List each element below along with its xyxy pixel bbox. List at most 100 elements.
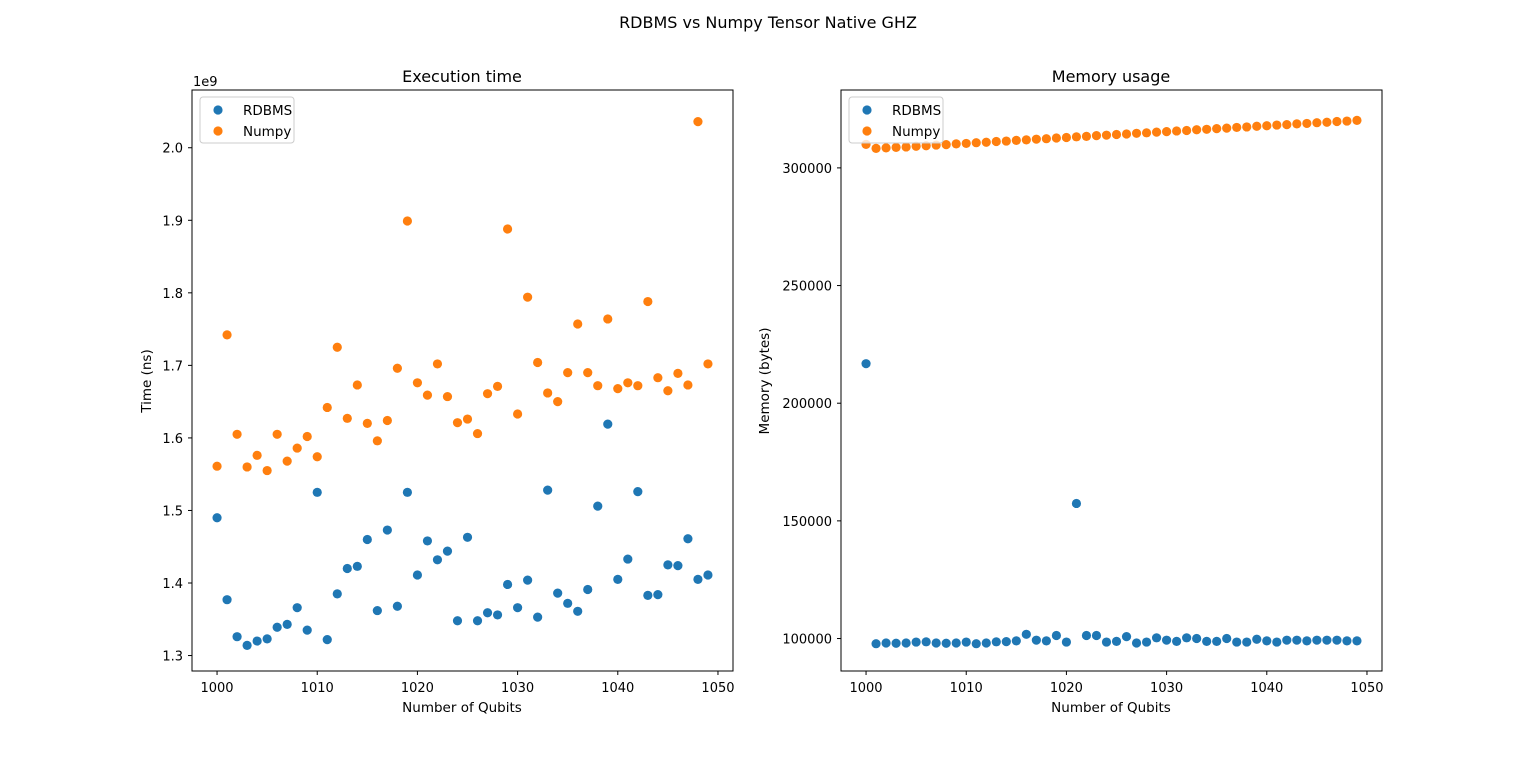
execution-time-numpy-point (523, 292, 533, 302)
execution-time-legend-label-rdbms: RDBMS (243, 103, 292, 119)
execution-time-rdbms-point (332, 589, 342, 599)
execution-time-y-tick-label: 1.4 (162, 577, 183, 592)
execution-time-rdbms-point (492, 610, 503, 620)
execution-time-rdbms-point (232, 632, 242, 642)
memory-usage-rdbms-point (1242, 637, 1252, 647)
execution-time-rdbms-point (242, 640, 252, 650)
memory-usage-axes-frame (840, 89, 1383, 672)
memory-usage-numpy-point (1162, 127, 1172, 137)
execution-time-numpy-point (422, 390, 433, 400)
memory-usage-numpy-point (991, 136, 1001, 147)
memory-usage-numpy-point (1262, 121, 1272, 131)
execution-time-rdbms-point (673, 560, 683, 571)
execution-time-rdbms-point (312, 487, 322, 497)
memory-usage-numpy-point (1121, 129, 1132, 139)
execution-time-rdbms-point (523, 575, 533, 585)
memory-usage-rdbms-point (1162, 635, 1172, 645)
execution-time-rdbms-point (432, 555, 443, 565)
memory-usage-numpy-point (971, 138, 981, 148)
memory-usage-numpy-point (1011, 135, 1021, 145)
memory-usage-numpy-point (1172, 126, 1182, 136)
memory-usage-rdbms-point (951, 638, 961, 648)
execution-time-subplot: Execution time Number of Qubits Time (ns… (139, 67, 735, 716)
memory-usage-x-tick-label: 1010 (950, 681, 983, 696)
memory-usage-series-rdbms (861, 359, 1362, 649)
memory-usage-rdbms-point (1292, 635, 1302, 645)
execution-time-numpy-point (292, 443, 302, 453)
execution-time-numpy-point (272, 429, 282, 439)
execution-time-numpy-point (513, 409, 523, 419)
memory-usage-rdbms-point (1011, 636, 1021, 646)
execution-time-legend-marker-numpy (213, 126, 223, 136)
execution-time-rdbms-point (282, 619, 292, 629)
execution-time-rdbms-point (643, 590, 653, 600)
execution-time-rdbms-point (412, 570, 423, 580)
memory-usage-legend-label-rdbms: RDBMS (892, 103, 941, 119)
memory-usage-numpy-point (1222, 123, 1232, 133)
execution-time-numpy-point (402, 216, 412, 226)
execution-time-rdbms-point (693, 574, 703, 584)
memory-usage-numpy-point (1252, 121, 1262, 131)
memory-usage-numpy-point (871, 143, 881, 153)
execution-time-rdbms-point (442, 546, 453, 556)
memory-usage-rdbms-point (1031, 635, 1041, 645)
memory-usage-numpy-point (1322, 117, 1332, 127)
execution-time-rdbms-point (322, 634, 332, 645)
execution-time-numpy-point (332, 342, 342, 352)
execution-time-x-tick-label: 1030 (501, 681, 534, 696)
memory-usage-numpy-point (1111, 129, 1122, 140)
execution-time-numpy-point (232, 429, 242, 439)
execution-time-numpy-point (252, 450, 262, 460)
execution-time-rdbms-point (482, 608, 493, 618)
memory-usage-rdbms-point (911, 637, 921, 647)
memory-usage-y-tick-label: 300000 (782, 162, 832, 177)
execution-time-x-tick-label: 1050 (701, 681, 734, 696)
execution-time-numpy-point (482, 389, 493, 399)
execution-time-rdbms-point (262, 634, 272, 644)
memory-usage-x-tick-label: 1040 (1250, 681, 1283, 696)
execution-time-rdbms-point (573, 606, 583, 616)
memory-usage-numpy-point (891, 142, 901, 153)
memory-usage-numpy-point (951, 139, 961, 149)
memory-usage-rdbms-point (961, 637, 971, 647)
execution-time-rdbms-point (603, 419, 613, 429)
memory-usage-rdbms-point (1131, 638, 1142, 648)
execution-time-y-tick-label: 1.5 (162, 504, 183, 519)
memory-usage-numpy-point (1352, 115, 1362, 125)
execution-time-rdbms-point (362, 534, 372, 545)
memory-usage-rdbms-point (1202, 636, 1212, 646)
execution-time-numpy-point (663, 386, 673, 396)
memory-usage-rdbms-point (1252, 634, 1262, 644)
execution-time-y-tick-label: 1.7 (162, 359, 183, 374)
memory-usage-numpy-point (1141, 128, 1152, 138)
memory-usage-numpy-point (1242, 122, 1252, 132)
execution-time-rdbms-point (593, 501, 603, 511)
execution-time-numpy-point (553, 397, 563, 407)
memory-usage-numpy-point (1001, 136, 1011, 146)
execution-time-ylabel: Time (ns) (139, 349, 155, 413)
memory-usage-numpy-point (1021, 135, 1031, 145)
memory-usage-rdbms-point (1091, 630, 1102, 641)
memory-usage-numpy-point (941, 139, 951, 150)
execution-time-rdbms-point (452, 616, 463, 626)
execution-time-offset-text: 1e9 (193, 75, 218, 90)
execution-time-numpy-point (412, 378, 423, 388)
execution-time-numpy-point (462, 414, 473, 424)
memory-usage-numpy-point (1061, 132, 1072, 143)
memory-usage-rdbms-point (1111, 636, 1122, 646)
memory-usage-rdbms-point (991, 637, 1001, 647)
memory-usage-rdbms-point (1212, 636, 1222, 646)
execution-time-numpy-point (312, 452, 322, 462)
memory-usage-y-tick-label: 200000 (782, 397, 832, 412)
execution-time-rdbms-point (302, 625, 312, 635)
memory-usage-numpy-point (881, 143, 891, 153)
memory-usage-rdbms-point (1151, 633, 1162, 643)
memory-usage-numpy-point (1212, 123, 1222, 134)
execution-time-legend-frame (199, 96, 295, 144)
memory-usage-y-tick-label: 150000 (782, 515, 832, 530)
execution-time-series-rdbms (212, 419, 713, 650)
execution-time-numpy-point (633, 381, 643, 391)
memory-usage-rdbms-point (1342, 636, 1352, 646)
execution-time-rdbms-point (462, 532, 473, 542)
